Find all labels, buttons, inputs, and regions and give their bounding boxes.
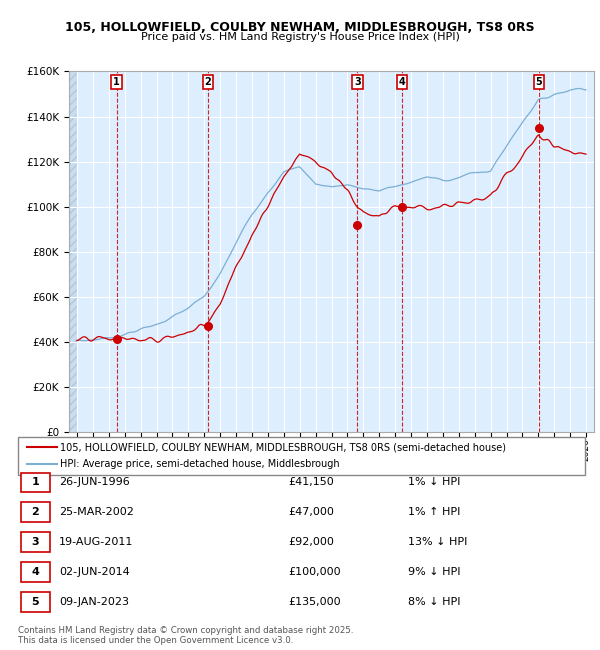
Text: 3: 3: [354, 77, 361, 87]
Text: 25-MAR-2002: 25-MAR-2002: [59, 507, 134, 517]
Text: 105, HOLLOWFIELD, COULBY NEWHAM, MIDDLESBROUGH, TS8 0RS (semi-detached house): 105, HOLLOWFIELD, COULBY NEWHAM, MIDDLES…: [60, 443, 506, 452]
Text: 8% ↓ HPI: 8% ↓ HPI: [408, 597, 461, 607]
Text: 1: 1: [32, 477, 39, 488]
Text: £92,000: £92,000: [288, 537, 334, 547]
Text: 09-JAN-2023: 09-JAN-2023: [59, 597, 129, 607]
Text: This data is licensed under the Open Government Licence v3.0.: This data is licensed under the Open Gov…: [18, 636, 293, 645]
Text: 5: 5: [32, 597, 39, 607]
Text: Price paid vs. HM Land Registry's House Price Index (HPI): Price paid vs. HM Land Registry's House …: [140, 32, 460, 42]
Text: 4: 4: [31, 567, 40, 577]
Text: 2: 2: [205, 77, 211, 87]
Text: 1: 1: [113, 77, 120, 87]
Text: 19-AUG-2011: 19-AUG-2011: [59, 537, 133, 547]
Text: 26-JUN-1996: 26-JUN-1996: [59, 477, 130, 488]
Text: £100,000: £100,000: [288, 567, 341, 577]
Bar: [69, 72, 77, 432]
Text: £135,000: £135,000: [288, 597, 341, 607]
Text: 02-JUN-2014: 02-JUN-2014: [59, 567, 130, 577]
Text: 5: 5: [535, 77, 542, 87]
Text: 9% ↓ HPI: 9% ↓ HPI: [408, 567, 461, 577]
Text: 3: 3: [32, 537, 39, 547]
Text: 4: 4: [398, 77, 405, 87]
Text: £41,150: £41,150: [288, 477, 334, 488]
Text: HPI: Average price, semi-detached house, Middlesbrough: HPI: Average price, semi-detached house,…: [60, 459, 340, 469]
Text: 105, HOLLOWFIELD, COULBY NEWHAM, MIDDLESBROUGH, TS8 0RS: 105, HOLLOWFIELD, COULBY NEWHAM, MIDDLES…: [65, 21, 535, 34]
Text: 1% ↓ HPI: 1% ↓ HPI: [408, 477, 460, 488]
Text: 13% ↓ HPI: 13% ↓ HPI: [408, 537, 467, 547]
Text: 2: 2: [32, 507, 39, 517]
Text: Contains HM Land Registry data © Crown copyright and database right 2025.: Contains HM Land Registry data © Crown c…: [18, 626, 353, 635]
Text: 1% ↑ HPI: 1% ↑ HPI: [408, 507, 460, 517]
Text: £47,000: £47,000: [288, 507, 334, 517]
